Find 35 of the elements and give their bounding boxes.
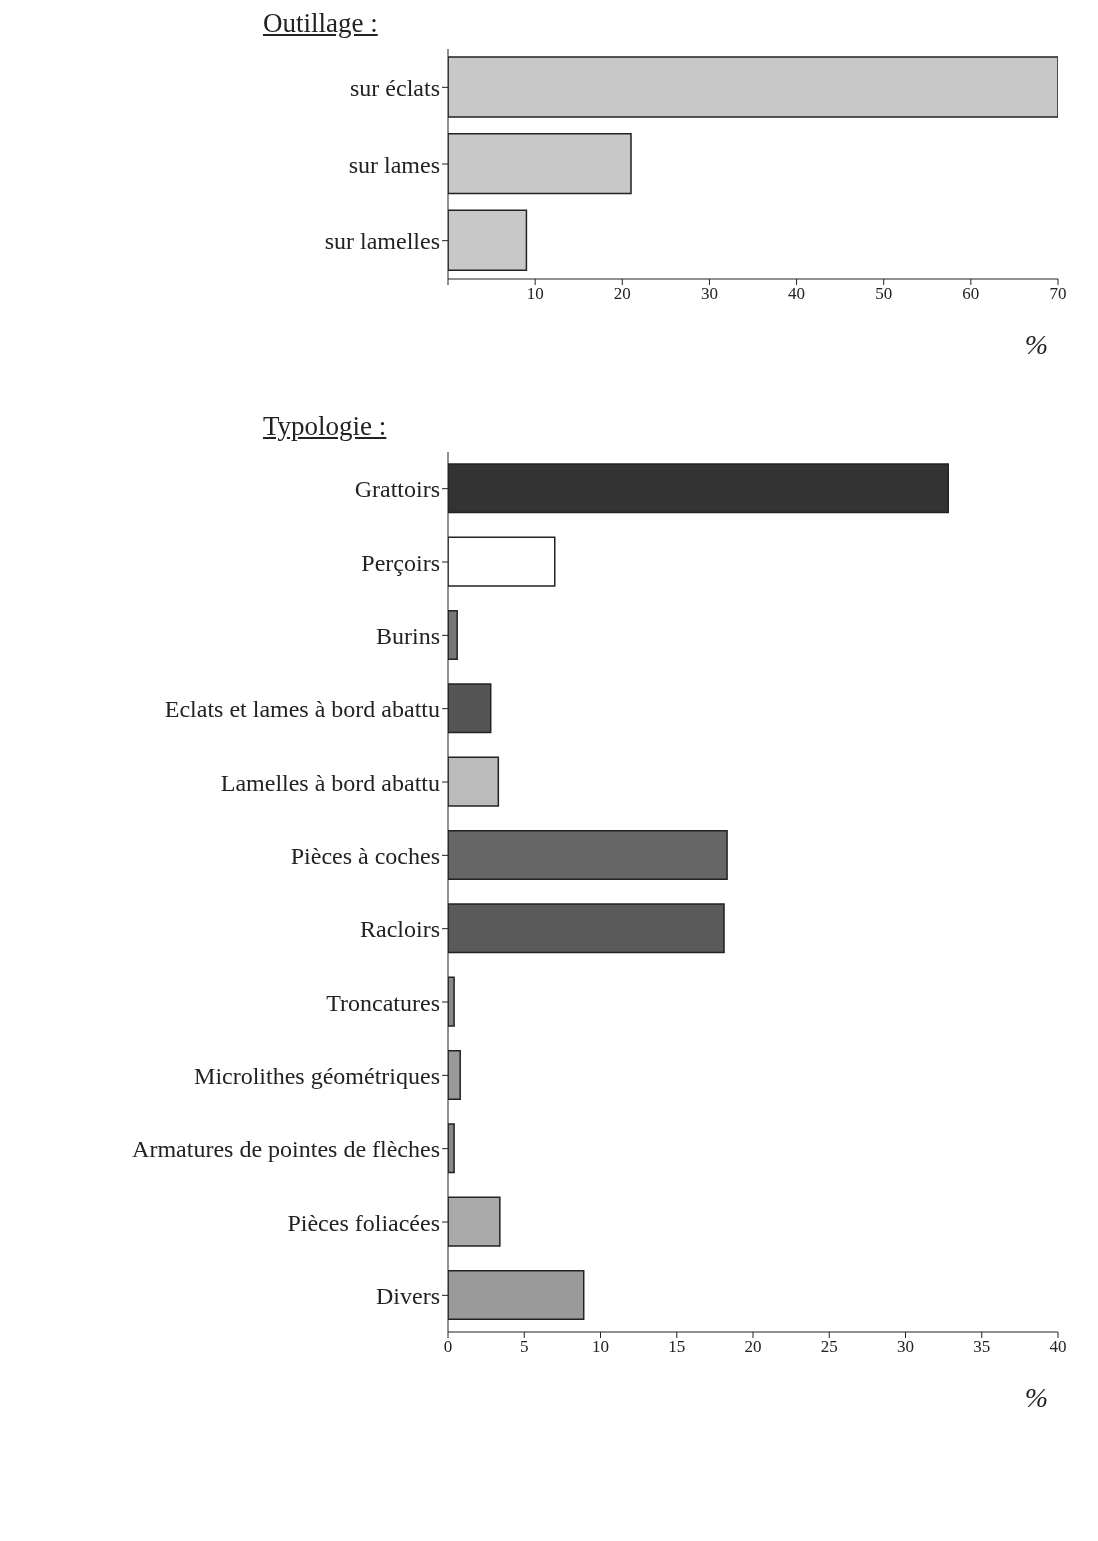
y-tick-label: Lamelles à bord abattu (220, 769, 440, 796)
x-tick-label: 10 (592, 1337, 609, 1357)
chart-title: Outillage : (263, 8, 378, 38)
y-tick-label: Microlithes géométriques (194, 1062, 440, 1089)
y-tick-label: Pièces à coches (290, 842, 440, 869)
x-tick-label: 20 (744, 1337, 762, 1357)
x-tick-label: 15 (668, 1337, 686, 1357)
y-tick-label: sur éclats (350, 74, 440, 101)
x-tick-label: 70 (1049, 284, 1067, 304)
x-axis-title: % (1023, 329, 1049, 361)
y-tick-label: sur lamelles (324, 228, 440, 255)
y-tick-label: Troncatures (326, 989, 440, 1016)
x-axis-title: % (1023, 1382, 1049, 1414)
x-tick-label: 30 (700, 284, 718, 304)
x-tick-label: 50 (875, 284, 893, 304)
x-tick-label: 40 (788, 284, 806, 304)
y-tick-label: Divers (376, 1282, 440, 1309)
y-tick-label: sur lames (348, 151, 440, 178)
y-tick-label: Pièces foliacées (287, 1209, 440, 1236)
x-tick-label: 20 (613, 284, 631, 304)
x-tick-label: 60 (962, 284, 980, 304)
y-tick-label: Burins (375, 622, 440, 649)
y-tick-label: Eclats et lames à bord abattu (164, 696, 440, 723)
y-tick-label: Perçoirs (361, 549, 440, 576)
x-tick-label: 30 (897, 1337, 914, 1357)
x-tick-label: 5 (520, 1337, 529, 1357)
chart-title: Typologie : (263, 411, 387, 441)
x-tick-label: 35 (973, 1337, 991, 1357)
y-tick-label: Grattoirs (354, 476, 440, 503)
y-tick-label: Armatures de pointes de flèches (132, 1136, 440, 1163)
y-tick-label: Racloirs (360, 916, 440, 943)
x-tick-label: 10 (526, 284, 544, 304)
x-tick-label: 0 (443, 1337, 453, 1357)
x-tick-label: 25 (820, 1337, 838, 1357)
x-tick-label: 40 (1049, 1337, 1067, 1357)
